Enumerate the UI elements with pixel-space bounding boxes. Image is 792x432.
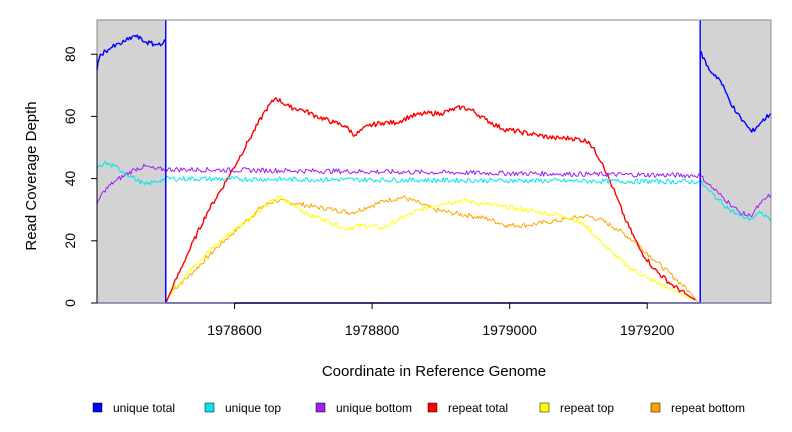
legend-swatch-repeat-top <box>539 402 550 413</box>
y-axis: 0 20 40 60 80 <box>62 46 98 307</box>
legend-swatch-unique-total <box>92 402 103 413</box>
legend-swatch-unique-top <box>204 402 215 413</box>
legend-swatch-repeat-total <box>427 402 438 413</box>
legend: unique total unique top unique bottom repea… <box>92 401 745 415</box>
x-axis: 1978600 1978800 1979000 1979200 <box>207 302 675 338</box>
series-line-repeat-total <box>165 97 696 304</box>
y-tick-label: 60 <box>62 108 78 124</box>
y-axis-title: Read Coverage Depth <box>23 101 40 250</box>
plot-border <box>96 19 772 304</box>
plot-frame <box>96 19 772 304</box>
series-line-repeat-top <box>165 195 696 304</box>
legend-label-repeat-total: repeat total <box>448 401 508 415</box>
legend-label-unique-total: unique total <box>113 401 175 415</box>
x-tick-label: 1979000 <box>482 322 537 338</box>
x-tick-label: 1978600 <box>207 322 262 338</box>
x-tick-label: 1979200 <box>620 322 675 338</box>
y-tick-label: 20 <box>62 233 78 249</box>
shaded-regions <box>97 20 771 303</box>
series-line-repeat-bottom <box>165 195 700 304</box>
legend-label-unique-bottom: unique bottom <box>336 401 412 415</box>
series-line-unique-bottom <box>96 163 772 218</box>
legend-swatch-repeat-bottom <box>650 402 661 413</box>
legend-label-repeat-bottom: repeat bottom <box>671 401 745 415</box>
y-tick-label: 0 <box>62 299 78 307</box>
series-lines <box>96 34 772 304</box>
y-tick-label: 80 <box>62 46 78 62</box>
x-tick-label: 1978800 <box>345 322 400 338</box>
repeat-boundaries <box>97 19 771 304</box>
legend-label-unique-top: unique top <box>225 401 281 415</box>
x-axis-title: Coordinate in Reference Genome <box>322 363 546 380</box>
legend-label-repeat-top: repeat top <box>560 401 614 415</box>
series-line-unique-top <box>96 161 772 221</box>
shaded-region-right-flank <box>700 20 771 303</box>
legend-swatch-unique-bottom <box>315 402 326 413</box>
shaded-region-left-flank <box>97 20 166 303</box>
y-tick-label: 40 <box>62 171 78 187</box>
